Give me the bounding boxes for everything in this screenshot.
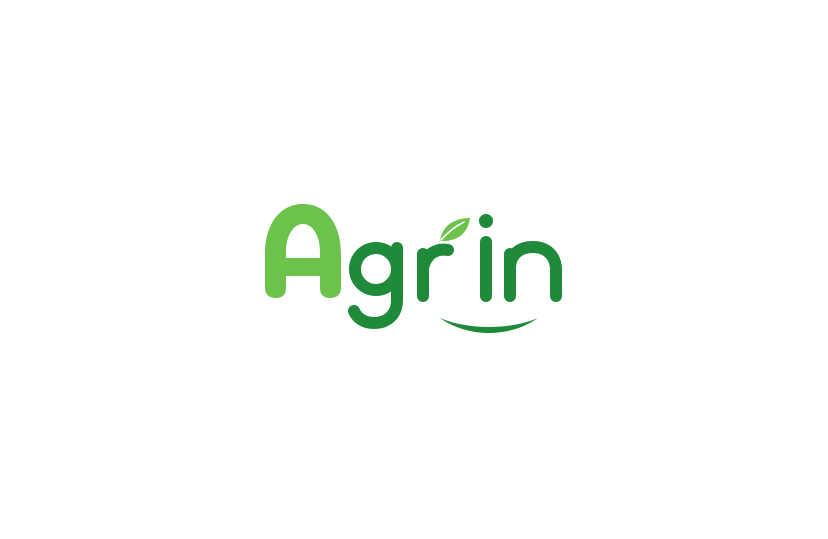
smile-icon	[440, 318, 538, 333]
logo-letter-n	[504, 240, 562, 302]
logo-letter-a	[265, 204, 341, 298]
brand-logo: Agrin	[248, 196, 578, 346]
logo-letter-g	[348, 242, 403, 330]
logo-letter-r	[417, 243, 454, 302]
leaf-icon	[440, 218, 470, 242]
logo-letter-i	[479, 214, 493, 302]
brand-logo-graphic: Agrin	[265, 204, 562, 333]
